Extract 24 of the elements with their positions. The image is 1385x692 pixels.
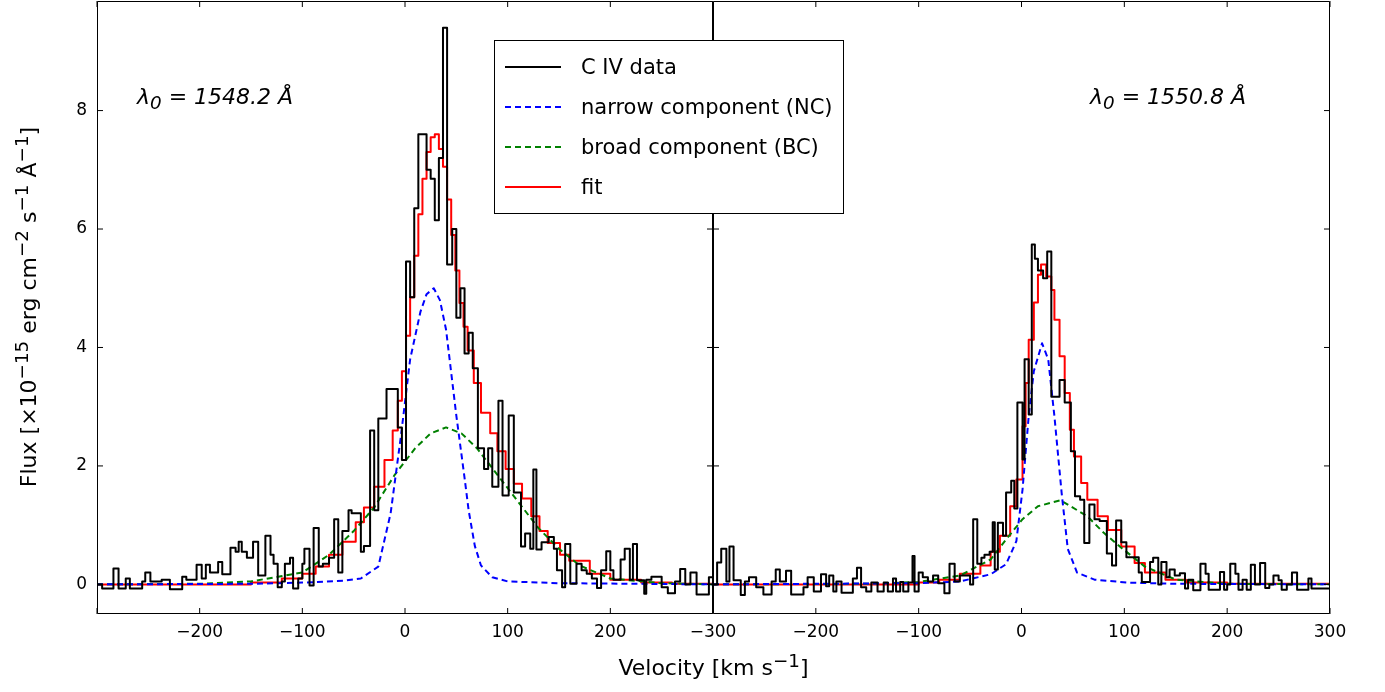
y-tick-label: 8: [76, 98, 87, 119]
x-tick-label: −200: [176, 620, 224, 641]
x-tick-label: −100: [895, 620, 943, 641]
y-tick-label: 0: [76, 572, 87, 593]
x-tick-label: 100: [491, 620, 524, 641]
x-tick-label: 100: [1108, 620, 1141, 641]
legend-label: narrow component (NC): [581, 95, 833, 119]
y-tick-label: 2: [76, 454, 87, 475]
x-tick-label: 0: [399, 620, 411, 641]
y-tick-label: 4: [76, 335, 87, 356]
annotation: λ$_{0}$ = 1550.8 Å: [1090, 84, 1247, 114]
x-tick-label: 300: [1313, 620, 1347, 641]
x-tick-label: 200: [594, 620, 627, 641]
legend-label: fit: [581, 175, 603, 199]
x-tick-label: −300: [689, 620, 737, 641]
x-axis-title: Velocity [km s$^{−1}$]: [617, 650, 810, 681]
annotation: λ$_{0}$ = 1548.2 Å: [137, 84, 294, 114]
legend-label: broad component (BC): [581, 135, 819, 159]
x-tick-label: −100: [278, 620, 326, 641]
x-tick-label: 200: [1210, 620, 1244, 641]
y-tick-label: 6: [76, 217, 87, 238]
x-tick-label: −200: [792, 620, 840, 641]
legend-label: C IV data: [581, 55, 677, 79]
x-tick-label: 0: [1016, 620, 1027, 641]
